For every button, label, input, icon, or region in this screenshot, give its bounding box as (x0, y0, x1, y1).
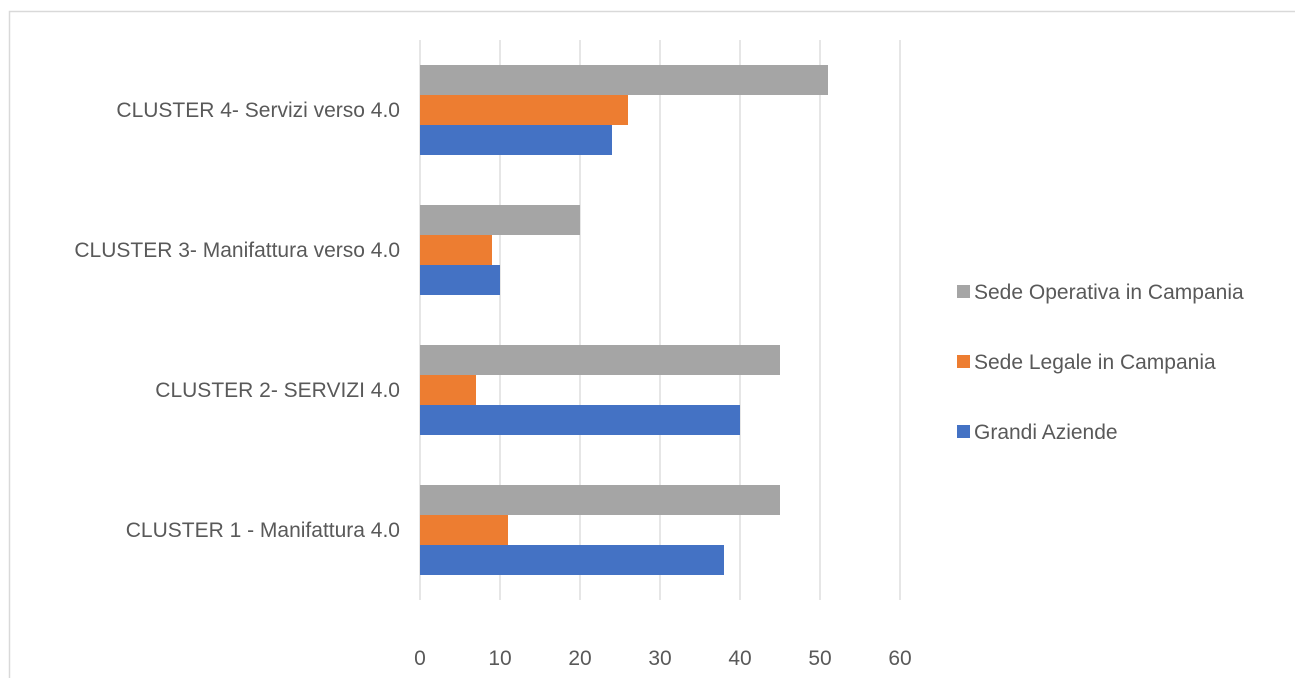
bar (420, 515, 508, 545)
bar (420, 345, 780, 375)
category-label: CLUSTER 4- Servizi verso 4.0 (116, 99, 400, 122)
bar (420, 65, 828, 95)
legend-swatch (957, 355, 970, 368)
bar (420, 235, 492, 265)
x-tick-label: 50 (808, 647, 831, 670)
bar (420, 265, 500, 295)
x-tick-label: 30 (648, 647, 671, 670)
x-tick-label: 20 (568, 647, 591, 670)
x-axis-ticks: 0 10 20 30 40 50 60 (414, 647, 912, 670)
x-tick-label: 40 (728, 647, 751, 670)
category-label: CLUSTER 1 - Manifattura 4.0 (126, 519, 400, 542)
legend-label: Sede Legale in Campania (974, 351, 1216, 374)
bar (420, 545, 724, 575)
bar (420, 485, 780, 515)
bars (420, 65, 828, 575)
legend: Sede Operativa in Campania Sede Legale in… (957, 281, 1244, 444)
bar (420, 405, 740, 435)
x-tick-label: 0 (414, 647, 426, 670)
x-tick-label: 10 (488, 647, 511, 670)
category-label: CLUSTER 3- Manifattura verso 4.0 (74, 239, 400, 262)
bar (420, 205, 580, 235)
bar (420, 95, 628, 125)
bar (420, 375, 476, 405)
bar (420, 125, 612, 155)
x-tick-label: 60 (888, 647, 911, 670)
category-labels: CLUSTER 1 - Manifattura 4.0 CLUSTER 2- SE… (74, 99, 400, 542)
legend-swatch (957, 425, 970, 438)
category-label: CLUSTER 2- SERVIZI 4.0 (155, 379, 400, 402)
legend-label: Grandi Aziende (974, 421, 1118, 444)
legend-label: Sede Operativa in Campania (974, 281, 1244, 304)
legend-swatch (957, 285, 970, 298)
